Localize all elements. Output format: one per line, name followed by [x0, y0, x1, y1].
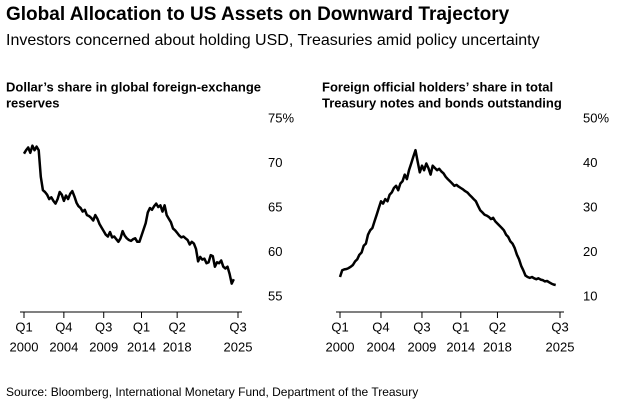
- y-tick-label: 65: [268, 199, 282, 214]
- x-tick-label: Q3: [95, 319, 112, 334]
- y-tick-label: 60: [268, 244, 282, 259]
- chart-title: Dollar’s share in global foreign-exchang…: [6, 79, 261, 94]
- x-tick-label: 2018: [483, 339, 512, 354]
- x-tick-label: Q2: [168, 319, 185, 334]
- x-tick-label: Q1: [331, 319, 348, 334]
- y-tick-label: 40: [583, 155, 597, 170]
- x-tick-label: 2000: [326, 339, 355, 354]
- y-tick-label: 50%: [583, 110, 609, 125]
- x-tick-label: 2000: [10, 339, 39, 354]
- x-tick-label: Q3: [413, 319, 430, 334]
- y-tick-label: 55: [268, 288, 282, 303]
- x-tick-label: 2004: [49, 339, 78, 354]
- x-tick-label: Q2: [489, 319, 506, 334]
- x-tick-label: 2025: [546, 339, 575, 354]
- subtitle: Investors concerned about holding USD, T…: [6, 32, 540, 49]
- x-tick-label: Q3: [229, 319, 246, 334]
- y-tick-label: 75%: [268, 110, 294, 125]
- x-tick-label: Q4: [55, 319, 72, 334]
- chart-title: Treasury notes and bonds outstanding: [322, 95, 562, 110]
- y-tick-label: 70: [268, 155, 282, 170]
- chart-title: reserves: [6, 95, 60, 110]
- chart-title: Foreign official holders’ share in total: [322, 79, 553, 94]
- data-line: [22, 144, 235, 285]
- x-tick-label: 2018: [163, 339, 192, 354]
- data-line: [338, 148, 556, 287]
- y-tick-label: 30: [583, 199, 597, 214]
- y-tick-label: 10: [583, 288, 597, 303]
- x-tick-label: 2009: [407, 339, 436, 354]
- x-tick-label: Q4: [372, 319, 389, 334]
- x-tick-label: 2014: [127, 339, 156, 354]
- title: Global Allocation to US Assets on Downwa…: [6, 4, 510, 25]
- x-tick-label: 2025: [224, 339, 253, 354]
- x-tick-label: Q3: [551, 319, 568, 334]
- x-tick-label: 2004: [367, 339, 396, 354]
- y-tick-label: 20: [583, 244, 597, 259]
- x-tick-label: 2009: [89, 339, 118, 354]
- x-tick-label: 2014: [446, 339, 475, 354]
- source: Source: Bloomberg, International Monetar…: [6, 385, 418, 399]
- x-tick-label: Q1: [133, 319, 150, 334]
- x-tick-label: Q1: [15, 319, 32, 334]
- x-tick-label: Q1: [452, 319, 469, 334]
